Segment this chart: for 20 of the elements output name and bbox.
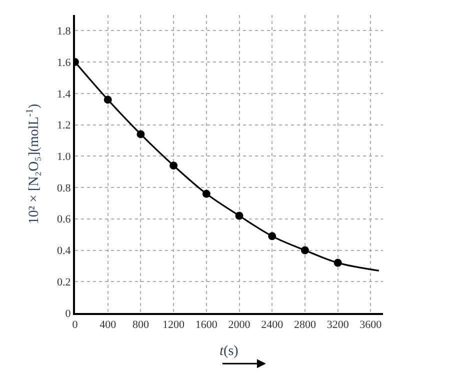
x-tick-label: 800 <box>132 319 150 332</box>
y-tick-label: 0 <box>65 308 72 320</box>
x-tick-label: 3600 <box>360 319 382 332</box>
y-tick-label: 0.8 <box>57 182 72 194</box>
x-tick-label: 2000 <box>228 319 251 332</box>
x-tick-label: 400 <box>100 319 117 332</box>
y-tick-label: 1.2 <box>57 120 71 132</box>
x-tick-label: 2400 <box>261 319 284 332</box>
x-tick-label: 1600 <box>195 319 218 332</box>
y-tick-label: 1.4 <box>57 88 72 100</box>
y-tick-label: 1.6 <box>57 56 72 69</box>
x-axis-title: t(s) <box>220 344 239 359</box>
y-tick-label: 0.6 <box>57 214 72 226</box>
y-tick-label: 0.2 <box>57 276 71 288</box>
x-tick-label: 1200 <box>162 319 186 332</box>
y-tick-label: 1.0 <box>57 151 72 164</box>
x-tick-label: 2800 <box>294 319 316 332</box>
y-tick-label: 1.8 <box>57 26 72 38</box>
y-tick-label: 0.4 <box>57 245 72 258</box>
x-tick-label: 3200 <box>326 319 350 332</box>
